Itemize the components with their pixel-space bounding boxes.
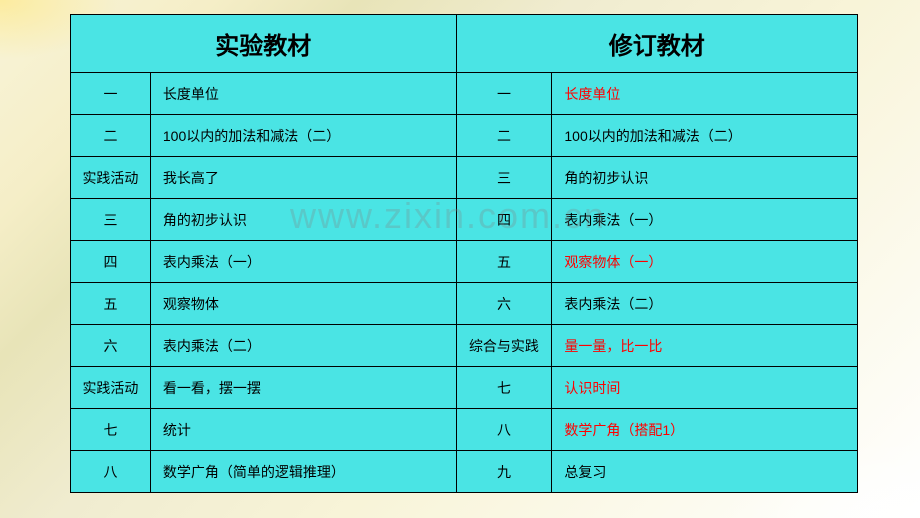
table-row: 六 表内乘法（二） 综合与实践 量一量，比一比	[71, 325, 858, 367]
right-num-cell: 三	[456, 157, 552, 199]
comparison-table: 实验教材 修订教材 一 长度单位 一 长度单位 二 100以内的加法和减法（二）…	[70, 14, 858, 493]
table-body: 一 长度单位 一 长度单位 二 100以内的加法和减法（二） 二 100以内的加…	[71, 73, 858, 493]
table-row: 三 角的初步认识 四 表内乘法（一）	[71, 199, 858, 241]
left-num-cell: 一	[71, 73, 151, 115]
right-content-cell: 量一量，比一比	[552, 325, 858, 367]
header-left: 实验教材	[71, 15, 457, 73]
table-row: 五 观察物体 六 表内乘法（二）	[71, 283, 858, 325]
left-content-cell: 我长高了	[150, 157, 456, 199]
table-row: 七 统计 八 数学广角（搭配1）	[71, 409, 858, 451]
right-content-cell: 数学广角（搭配1）	[552, 409, 858, 451]
table-row: 一 长度单位 一 长度单位	[71, 73, 858, 115]
right-content-cell: 表内乘法（二）	[552, 283, 858, 325]
right-content-cell: 长度单位	[552, 73, 858, 115]
left-content-cell: 表内乘法（一）	[150, 241, 456, 283]
left-num-cell: 实践活动	[71, 367, 151, 409]
left-content-cell: 看一看，摆一摆	[150, 367, 456, 409]
right-content-cell: 观察物体（一）	[552, 241, 858, 283]
left-num-cell: 实践活动	[71, 157, 151, 199]
right-num-cell: 二	[456, 115, 552, 157]
right-content-cell: 100以内的加法和减法（二）	[552, 115, 858, 157]
left-num-cell: 四	[71, 241, 151, 283]
left-num-cell: 五	[71, 283, 151, 325]
comparison-table-container: 实验教材 修订教材 一 长度单位 一 长度单位 二 100以内的加法和减法（二）…	[70, 14, 858, 493]
right-num-cell: 九	[456, 451, 552, 493]
header-right: 修订教材	[456, 15, 858, 73]
right-content-cell: 总复习	[552, 451, 858, 493]
left-num-cell: 八	[71, 451, 151, 493]
right-num-cell: 七	[456, 367, 552, 409]
right-content-cell: 表内乘法（一）	[552, 199, 858, 241]
right-num-cell: 五	[456, 241, 552, 283]
left-num-cell: 二	[71, 115, 151, 157]
table-row: 二 100以内的加法和减法（二） 二 100以内的加法和减法（二）	[71, 115, 858, 157]
left-num-cell: 三	[71, 199, 151, 241]
left-content-cell: 统计	[150, 409, 456, 451]
left-content-cell: 长度单位	[150, 73, 456, 115]
left-content-cell: 表内乘法（二）	[150, 325, 456, 367]
right-num-cell: 四	[456, 199, 552, 241]
right-num-cell: 综合与实践	[456, 325, 552, 367]
table-row: 实践活动 我长高了 三 角的初步认识	[71, 157, 858, 199]
right-content-cell: 认识时间	[552, 367, 858, 409]
table-header-row: 实验教材 修订教材	[71, 15, 858, 73]
left-num-cell: 六	[71, 325, 151, 367]
left-content-cell: 数学广角（简单的逻辑推理）	[150, 451, 456, 493]
left-num-cell: 七	[71, 409, 151, 451]
right-num-cell: 六	[456, 283, 552, 325]
table-row: 四 表内乘法（一） 五 观察物体（一）	[71, 241, 858, 283]
right-content-cell: 角的初步认识	[552, 157, 858, 199]
left-content-cell: 100以内的加法和减法（二）	[150, 115, 456, 157]
left-content-cell: 观察物体	[150, 283, 456, 325]
right-num-cell: 八	[456, 409, 552, 451]
right-num-cell: 一	[456, 73, 552, 115]
table-row: 八 数学广角（简单的逻辑推理） 九 总复习	[71, 451, 858, 493]
left-content-cell: 角的初步认识	[150, 199, 456, 241]
table-row: 实践活动 看一看，摆一摆 七 认识时间	[71, 367, 858, 409]
